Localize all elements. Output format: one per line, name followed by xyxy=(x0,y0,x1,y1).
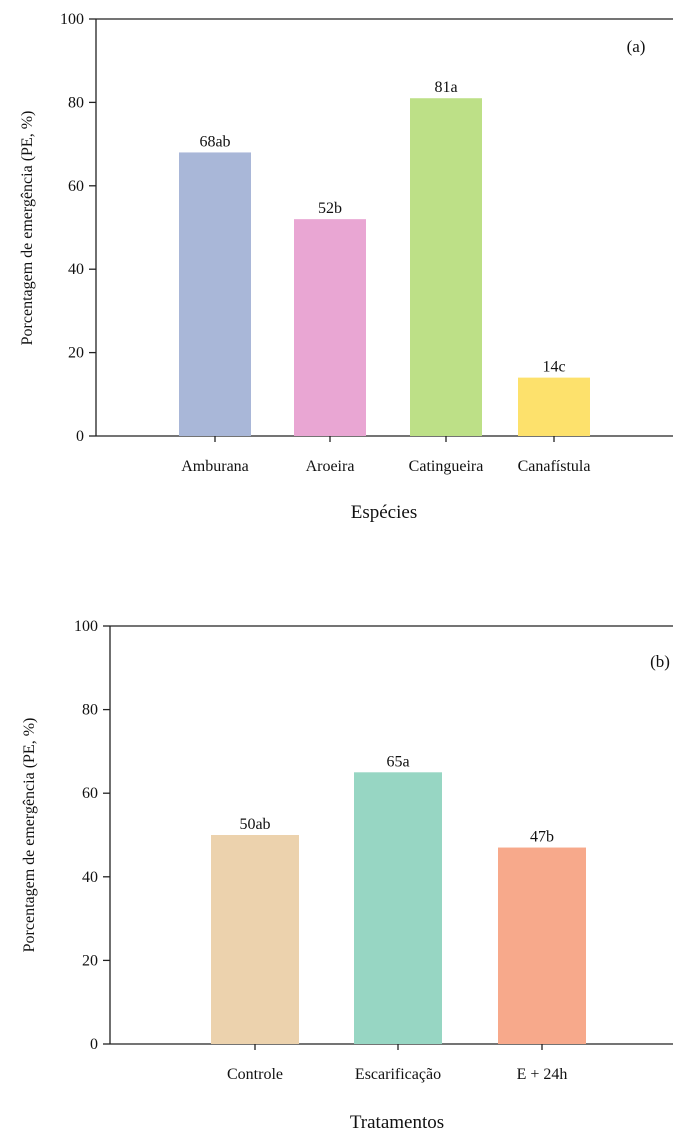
y-tick-label: 0 xyxy=(90,1036,98,1053)
bar-data-label: 65a xyxy=(386,753,409,770)
chart-b-x-axis-title: Tratamentos xyxy=(350,1112,444,1133)
y-tick-label: 20 xyxy=(68,345,84,362)
chart-b-categories: Controle Escarificação E + 24h xyxy=(227,1044,567,1083)
chart-a-y-axis-title: Porcentagem de emergência (PE, %) xyxy=(19,111,36,346)
x-tick-label: Controle xyxy=(227,1066,283,1083)
bar-data-label: 68ab xyxy=(199,133,230,150)
bar xyxy=(410,98,482,436)
bar-data-label: 52b xyxy=(318,200,342,217)
bar-data-label: 47b xyxy=(530,829,554,846)
bar-data-label: 14c xyxy=(542,359,565,376)
y-tick-label: 20 xyxy=(82,952,98,969)
y-tick-label: 60 xyxy=(82,785,98,802)
y-tick-label: 60 xyxy=(68,178,84,195)
chart-a-bars: 68ab 52b 81a 14c xyxy=(179,79,590,436)
x-tick-label: Escarificação xyxy=(355,1066,441,1083)
bar xyxy=(294,219,366,436)
bar-data-label: 81a xyxy=(434,79,457,96)
chart-b-y-ticks: 0 20 40 60 80 100 xyxy=(74,618,110,1053)
y-tick-label: 100 xyxy=(60,11,84,28)
bar xyxy=(518,377,590,436)
y-tick-label: 0 xyxy=(76,428,84,445)
y-tick-label: 100 xyxy=(74,618,98,635)
chart-a-panel-label: (a) xyxy=(627,37,646,56)
chart-a-categories: Amburana Aroeira Catingueira Canafístula xyxy=(181,436,590,475)
x-tick-label: Aroeira xyxy=(306,458,355,475)
x-tick-label: E + 24h xyxy=(517,1066,568,1083)
chart-b-panel-label: (b) xyxy=(650,652,670,671)
bar xyxy=(498,847,586,1044)
y-tick-label: 40 xyxy=(82,869,98,886)
chart-a: 0 20 40 60 80 100 68ab 52b 81a 14c Amburana Aroei… xyxy=(19,11,673,523)
bar xyxy=(211,835,299,1044)
bar xyxy=(179,152,251,436)
bar-data-label: 50ab xyxy=(239,816,270,833)
chart-b-y-axis-title: Porcentagem de emergência (PE, %) xyxy=(21,718,38,953)
bar xyxy=(354,772,442,1044)
chart-a-x-axis-title: Espécies xyxy=(351,502,417,523)
y-tick-label: 80 xyxy=(82,702,98,719)
x-tick-label: Catingueira xyxy=(409,458,484,475)
x-tick-label: Canafístula xyxy=(518,458,591,475)
x-tick-label: Amburana xyxy=(181,458,249,475)
chart-b: 0 20 40 60 80 100 50ab 65a 47b Controle Escarifi… xyxy=(21,618,673,1133)
chart-a-y-ticks: 0 20 40 60 80 100 xyxy=(60,11,96,445)
y-tick-label: 40 xyxy=(68,261,84,278)
y-tick-label: 80 xyxy=(68,94,84,111)
chart-b-bars: 50ab 65a 47b xyxy=(211,753,586,1044)
